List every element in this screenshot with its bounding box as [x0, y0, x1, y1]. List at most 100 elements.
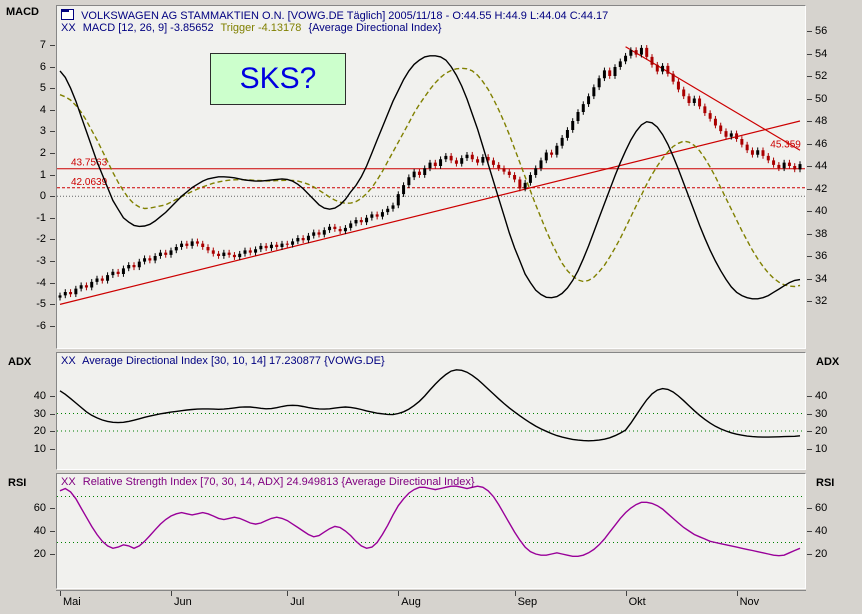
axis-tick [50, 396, 55, 397]
axis-tick-label: 40 [33, 525, 46, 537]
candle-body [502, 168, 506, 172]
candle-body [328, 226, 332, 231]
axis-tick [807, 256, 812, 257]
axis-tick-label: 30 [33, 407, 46, 420]
trend-value-label: 45.359 [770, 140, 801, 151]
candle-body [729, 133, 733, 137]
trendline[interactable] [625, 46, 801, 151]
candle-body [217, 253, 221, 256]
candle-body [402, 185, 406, 195]
sks-annotation[interactable]: SKS? [210, 53, 346, 105]
candle-body [301, 238, 305, 241]
candle-body [354, 220, 358, 224]
candle-body [756, 150, 760, 155]
axis-tick-label: -4 [36, 276, 46, 289]
axis-tick [807, 121, 812, 122]
month-label: Jun [174, 596, 192, 608]
candle-body [95, 278, 99, 282]
time-axis[interactable]: Mai Jun Jul Aug Sep Okt Nov [56, 590, 806, 614]
candle-body [444, 155, 448, 160]
candle-body [486, 157, 490, 161]
axis-tick-label: 10 [33, 442, 46, 455]
axis-tick [50, 448, 55, 450]
axis-tick [50, 153, 55, 154]
candle-body [359, 220, 363, 223]
candle-body [507, 171, 511, 175]
adx-chart[interactable] [57, 353, 805, 469]
candle-body [560, 137, 564, 146]
scale-label-adx-right: ADX [816, 356, 840, 368]
candle-body [624, 55, 628, 62]
month-tick [287, 591, 289, 596]
axis-tick-label: 48 [815, 115, 828, 127]
axis-tick-label: 50 [815, 92, 828, 105]
axis-tick-label: 4 [39, 103, 46, 116]
candle-body [243, 250, 247, 254]
candle-body [132, 265, 136, 268]
candle-body [100, 278, 104, 281]
candle-body [645, 47, 649, 57]
candle-body [116, 271, 120, 274]
axis-tick [50, 325, 55, 327]
month-label: Sep [517, 596, 538, 608]
candle-body [666, 65, 670, 74]
chart-window-icon[interactable] [61, 9, 74, 20]
axis-tick-label: 2 [39, 147, 46, 159]
axis-tick-label: 20 [815, 548, 828, 560]
candle-body [164, 252, 168, 255]
candle-body [407, 177, 411, 186]
candle-body [629, 50, 633, 56]
axis-tick [807, 31, 812, 32]
rsi-chart[interactable] [57, 474, 805, 588]
axis-tick [50, 531, 55, 532]
candle-body [90, 281, 94, 288]
axis-tick [50, 45, 55, 46]
axis-tick-label: 40 [815, 390, 828, 402]
axis-tick-label: 36 [815, 250, 828, 262]
candle-body [291, 241, 295, 245]
axis-tick [50, 413, 55, 415]
candle-body [639, 47, 643, 55]
candle-body [412, 171, 416, 178]
candle-body [127, 265, 131, 269]
axis-tick-label: 40 [815, 205, 828, 217]
candle-body [259, 245, 263, 250]
macd-title-suffix: {Average Directional Index} [308, 22, 442, 34]
candle-body [713, 118, 717, 126]
candle-body [676, 81, 680, 90]
price-level-label: 42.0639 [71, 177, 108, 188]
candle-body [338, 229, 342, 232]
candle-body [391, 205, 395, 209]
candle-body [275, 244, 279, 247]
price-chart[interactable]: 43.7563 42.0639 45.359 [57, 6, 805, 348]
candle-body [185, 243, 189, 246]
candle-body [555, 145, 559, 155]
candle-body [454, 160, 458, 164]
adx-title: Average Directional Index [30, 10, 14] 1… [82, 355, 385, 367]
axis-tick [807, 76, 812, 77]
axis-tick-label: 3 [39, 125, 46, 138]
candle-body [782, 162, 786, 169]
indicator-marker-icon: XX [61, 355, 76, 367]
axis-tick-label: 1 [39, 168, 46, 181]
axis-tick [50, 88, 55, 90]
month-label: Aug [401, 596, 421, 608]
candle-body [84, 285, 88, 288]
axis-tick-label: -3 [36, 255, 46, 267]
month-tick [171, 591, 172, 596]
trendline[interactable] [59, 120, 801, 305]
axis-tick-label: 60 [33, 502, 46, 514]
candle-body [79, 285, 83, 289]
candle-body [312, 232, 316, 236]
candle-body [232, 254, 236, 258]
candle-body [528, 175, 532, 183]
candle-body [497, 164, 501, 169]
candle-body [148, 258, 152, 261]
candle-body [180, 243, 184, 247]
candle-body [750, 150, 754, 155]
candle-body [417, 171, 421, 175]
candle-body [618, 61, 622, 67]
month-tick [736, 591, 738, 596]
candle-body [692, 98, 696, 103]
axis-tick-label: 6 [39, 60, 46, 73]
